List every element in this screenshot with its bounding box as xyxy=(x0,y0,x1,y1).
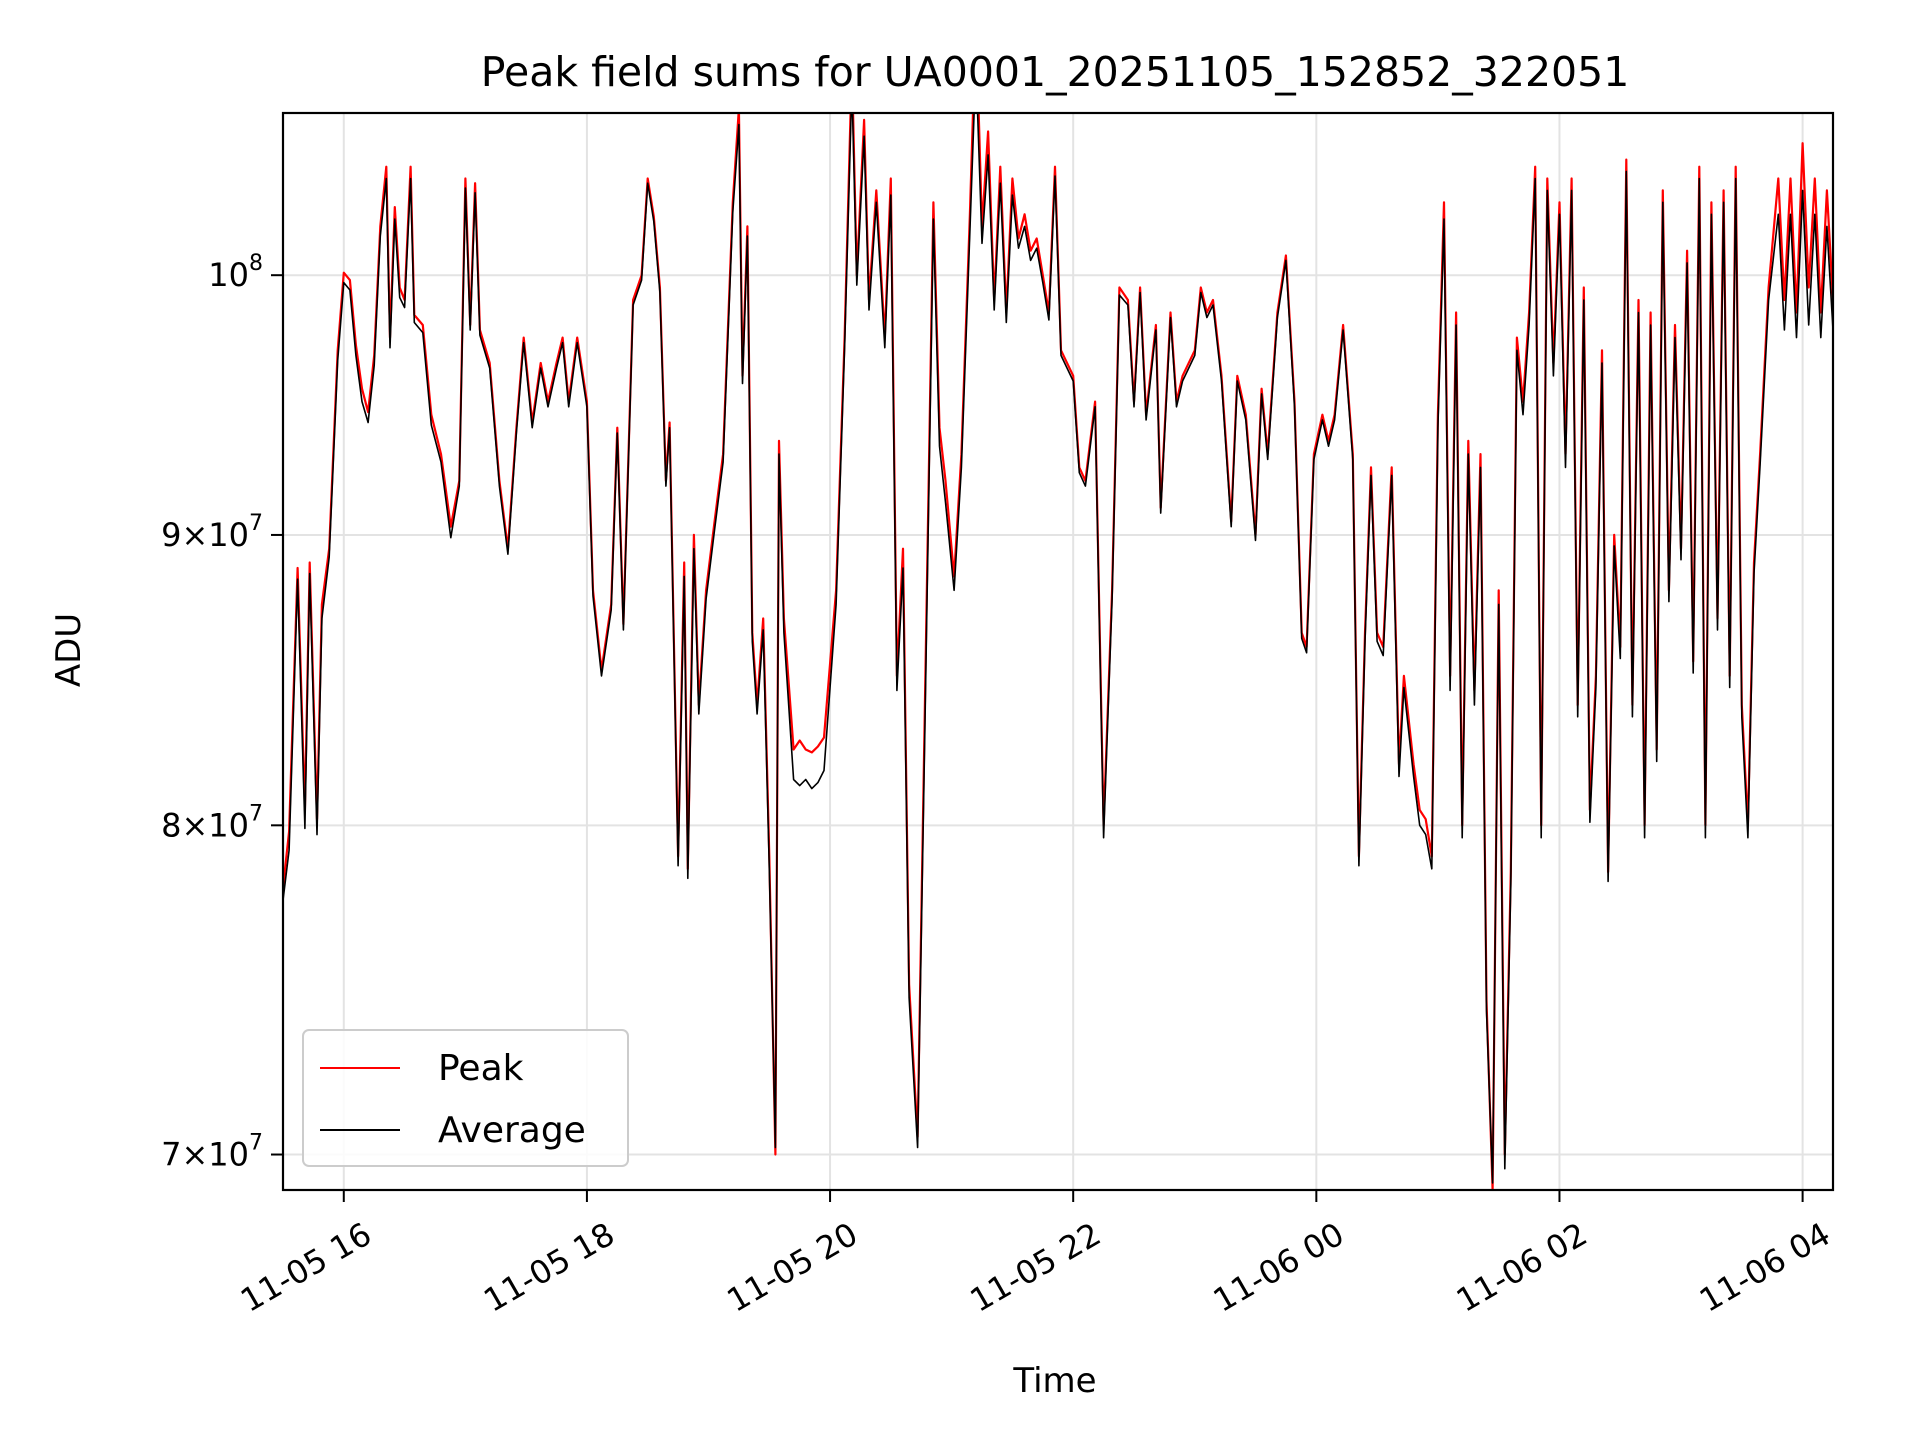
axes-frame xyxy=(281,111,1835,1192)
legend-box xyxy=(302,1029,629,1167)
chart-title: Peak field sums for UA0001_20251105_1528… xyxy=(481,48,1630,96)
series-line-average xyxy=(283,113,1833,1184)
y-axis-label: ADU xyxy=(49,613,89,687)
legend-label-peak: Peak xyxy=(438,1048,524,1089)
y-tick-label: 108 xyxy=(208,251,263,294)
legend-label-average: Average xyxy=(438,1110,586,1151)
x-axis-label: Time xyxy=(1012,1361,1096,1401)
y-tick-label: 8×107 xyxy=(161,801,263,844)
y-tick-label: 9×107 xyxy=(161,511,263,554)
legend: Peak Average xyxy=(302,1029,629,1167)
y-tick-label: 7×107 xyxy=(161,1131,263,1174)
